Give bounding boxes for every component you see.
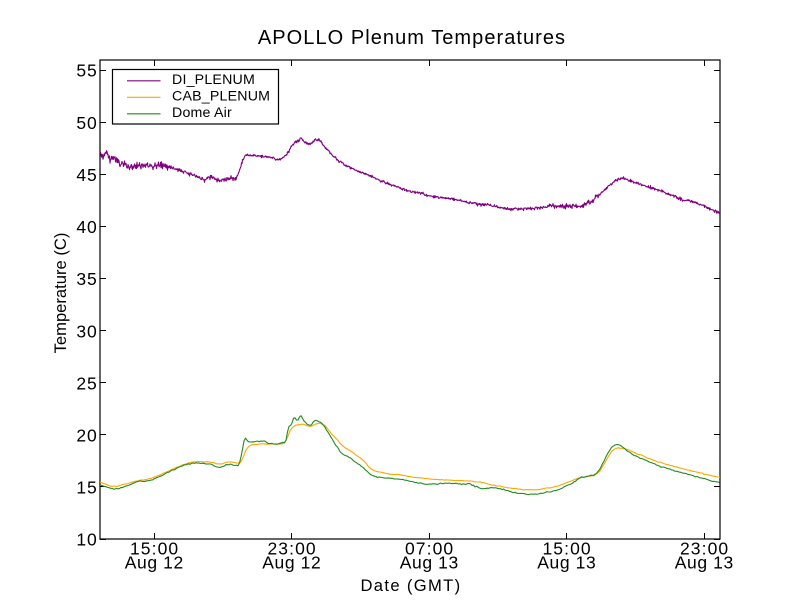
svg-text:35: 35 <box>76 269 97 289</box>
svg-text:Aug 12: Aug 12 <box>125 553 184 573</box>
svg-text:23:00: 23:00 <box>680 539 729 559</box>
svg-text:CAB_PLENUM: CAB_PLENUM <box>172 88 270 104</box>
svg-text:Temperature (C): Temperature (C) <box>51 233 70 354</box>
svg-text:25: 25 <box>76 373 97 393</box>
svg-text:Aug 12: Aug 12 <box>262 553 321 573</box>
svg-text:15: 15 <box>76 478 97 498</box>
svg-text:40: 40 <box>76 217 97 237</box>
svg-text:30: 30 <box>76 321 97 341</box>
svg-text:07:00: 07:00 <box>405 539 454 559</box>
svg-text:23:00: 23:00 <box>267 539 316 559</box>
svg-text:Date (GMT): Date (GMT) <box>360 576 461 595</box>
svg-text:DI_PLENUM: DI_PLENUM <box>172 72 255 88</box>
svg-text:APOLLO Plenum Temperatures: APOLLO Plenum Temperatures <box>258 27 566 49</box>
svg-text:Aug 13: Aug 13 <box>537 553 596 573</box>
svg-text:55: 55 <box>76 61 97 81</box>
svg-text:10: 10 <box>76 530 97 550</box>
svg-text:45: 45 <box>76 165 97 185</box>
svg-text:50: 50 <box>76 113 97 133</box>
svg-text:20: 20 <box>76 426 97 446</box>
svg-text:Aug 13: Aug 13 <box>400 553 459 573</box>
svg-text:Aug 13: Aug 13 <box>675 553 734 573</box>
svg-text:15:00: 15:00 <box>542 539 591 559</box>
svg-text:15:00: 15:00 <box>130 539 179 559</box>
svg-text:Dome Air: Dome Air <box>172 105 232 121</box>
